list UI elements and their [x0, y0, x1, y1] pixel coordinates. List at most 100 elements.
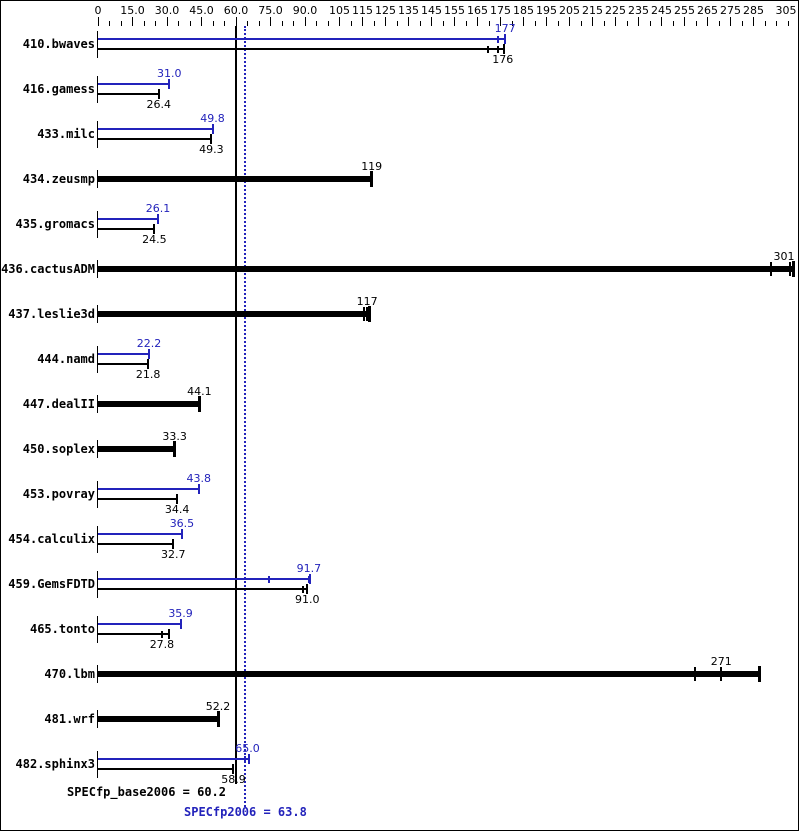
bar-end-cap [232, 764, 235, 774]
axis-tick [247, 21, 248, 26]
benchmark-name: 481.wrf [44, 712, 95, 726]
bar-end-cap [168, 79, 171, 89]
bar-end-cap [211, 124, 214, 134]
run-tick [497, 45, 500, 53]
axis-tick [224, 21, 225, 26]
base-value-label: 271 [710, 655, 732, 668]
peak-value-label: 43.8 [186, 472, 211, 485]
bar-end-cap [172, 539, 175, 549]
ratio-bar [98, 623, 181, 625]
axis-tick [649, 21, 651, 26]
axis-tick [281, 21, 283, 26]
axis-tick [316, 21, 317, 26]
axis-tick-label: 265 [697, 4, 718, 17]
axis-tick-label: 165 [467, 4, 488, 17]
axis-tick [258, 21, 260, 26]
row-axis-stub [97, 665, 98, 683]
axis-tick-label: 285 [743, 4, 764, 17]
ratio-bar [98, 488, 199, 490]
bar-end-cap [179, 619, 182, 629]
axis-tick [201, 17, 202, 26]
axis-tick-label: 275 [720, 4, 741, 17]
axis-tick-label: 60.0 [223, 4, 249, 17]
axis-tick [488, 21, 490, 26]
ratio-bar [98, 401, 200, 407]
axis-tick [120, 21, 122, 26]
benchmark-name: 459.GemsFDTD [8, 577, 95, 591]
ratio-bar [98, 533, 182, 535]
row-axis-stub [97, 211, 98, 238]
base-value-label: 119 [361, 160, 383, 173]
peak-value-label: 26.1 [145, 202, 171, 215]
benchmark-name: 453.povray [22, 487, 95, 501]
base-value-label: 26.4 [146, 98, 171, 111]
axis-tick-label: 115 [352, 4, 373, 17]
axis-tick [741, 21, 743, 26]
run-tick [307, 575, 310, 583]
bar-end-cap [210, 134, 213, 144]
row-axis-stub [97, 121, 98, 148]
bar-end-cap [757, 666, 761, 682]
axis-tick [293, 21, 294, 26]
row-axis-stub [97, 31, 98, 58]
row-axis-stub [97, 481, 98, 508]
bar-end-cap [147, 359, 150, 369]
axis-tick [97, 17, 99, 26]
axis-tick-label: 175 [490, 4, 511, 17]
ratio-bar [98, 353, 150, 355]
axis-tick [718, 21, 720, 26]
base-value-label: 117 [356, 295, 378, 308]
axis-tick [500, 17, 501, 26]
peak-mean-line [243, 26, 246, 807]
axis-tick [580, 21, 582, 26]
ratio-bar [98, 266, 794, 272]
benchmark-name: 450.soplex [22, 442, 95, 456]
benchmark-name: 470.lbm [44, 667, 95, 681]
base-mean-line [235, 26, 238, 784]
bar-end-cap [367, 306, 371, 322]
ratio-bar [98, 671, 760, 677]
run-tick [268, 575, 271, 583]
axis-tick-label: 45.0 [189, 4, 214, 17]
bar-end-cap [153, 224, 156, 234]
axis-tick-label: 105 [329, 4, 350, 17]
ratio-bar [98, 38, 506, 40]
benchmark-name: 482.sphinx3 [15, 757, 95, 771]
bar-end-cap [176, 494, 179, 504]
base-value-label: 58.9 [221, 773, 246, 786]
peak-value-label: 177 [494, 22, 516, 35]
axis-tick [189, 21, 191, 26]
axis-tick [626, 21, 628, 26]
bar-end-cap [157, 214, 160, 224]
axis-tick-label: 215 [582, 4, 603, 17]
axis-tick [431, 17, 432, 26]
axis-tick [454, 17, 455, 26]
bar-end-cap [168, 629, 171, 639]
base-value-label: 32.7 [160, 548, 186, 561]
run-tick [160, 630, 163, 638]
ratio-bar [98, 633, 170, 635]
peak-value-label: 36.5 [169, 517, 195, 530]
run-tick [301, 585, 304, 593]
benchmark-name: 437.leslie3d [8, 307, 95, 321]
axis-tick [661, 17, 662, 26]
run-tick [243, 755, 246, 763]
peak-value-label: 35.9 [168, 607, 193, 620]
axis-tick [304, 17, 306, 26]
benchmark-name: 465.tonto [29, 622, 95, 636]
axis-tick [235, 17, 237, 26]
base-value-label: 21.8 [135, 368, 161, 381]
base-value-label: 91.0 [295, 593, 320, 606]
axis-tick-label: 225 [605, 4, 626, 17]
base-value-label: 27.8 [149, 638, 175, 651]
base-value-label: 24.5 [142, 233, 167, 246]
axis-tick-label: 145 [421, 4, 442, 17]
axis-tick [776, 21, 777, 26]
row-axis-stub [97, 305, 98, 323]
benchmark-name: 436.cactusADM [1, 262, 95, 276]
ratio-bar [98, 48, 504, 50]
axis-tick [684, 17, 685, 26]
axis-tick-label: 235 [628, 4, 649, 17]
ratio-bar [98, 363, 149, 365]
